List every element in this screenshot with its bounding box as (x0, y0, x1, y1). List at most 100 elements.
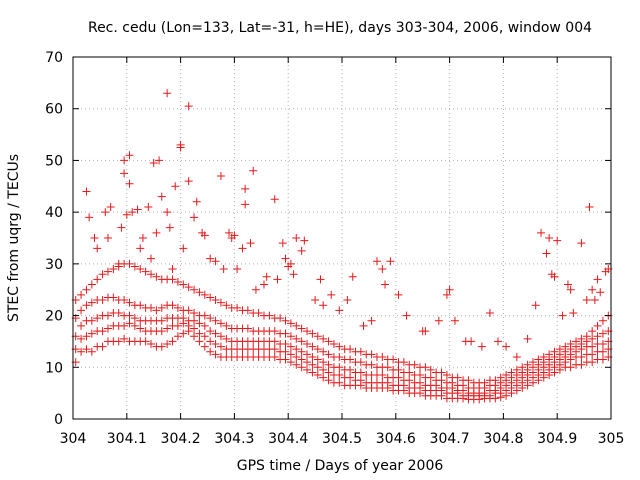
data-point (243, 324, 252, 333)
data-point (308, 329, 317, 338)
data-point (82, 345, 91, 354)
data-point (286, 259, 295, 268)
data-point (378, 265, 387, 274)
data-point (319, 334, 328, 343)
data-point (157, 342, 166, 351)
data-point (270, 327, 279, 336)
data-point (101, 208, 110, 217)
data-point (125, 179, 134, 188)
data-point (241, 200, 250, 209)
data-point (179, 329, 188, 338)
data-point (286, 332, 295, 341)
data-point (85, 213, 94, 222)
data-point (93, 275, 102, 284)
data-point (588, 285, 597, 294)
data-point (157, 192, 166, 201)
data-point (216, 332, 225, 341)
data-point (286, 342, 295, 351)
y-axis-label: STEC from uqrg / TECUs (6, 154, 22, 322)
data-point (383, 363, 392, 372)
data-point (598, 347, 607, 356)
data-point (319, 347, 328, 356)
data-point (335, 342, 344, 351)
data-point (553, 236, 562, 245)
data-point (426, 365, 435, 374)
data-point (106, 202, 115, 211)
data-point (335, 363, 344, 372)
data-point (367, 360, 376, 369)
data-point (356, 347, 365, 356)
data-point (437, 376, 446, 385)
data-point (206, 327, 215, 336)
data-point (219, 265, 228, 274)
data-point (421, 327, 430, 336)
data-point (319, 373, 328, 382)
data-point (211, 316, 220, 325)
data-point (292, 234, 301, 242)
data-point (566, 285, 575, 294)
data-point (416, 371, 425, 380)
data-point (590, 296, 599, 305)
data-point (512, 352, 521, 361)
data-point (114, 259, 123, 268)
data-point (125, 319, 134, 328)
data-point (179, 280, 188, 289)
data-point (313, 363, 322, 372)
data-point (464, 376, 473, 385)
data-point (313, 371, 322, 380)
data-point (346, 373, 355, 382)
data-point (222, 301, 231, 310)
data-point (141, 337, 150, 346)
data-point (157, 303, 166, 312)
data-point (206, 347, 215, 356)
data-point (109, 265, 118, 274)
data-point (77, 347, 86, 356)
data-point (313, 332, 322, 341)
data-point (179, 244, 188, 253)
data-point (206, 337, 215, 346)
data-point (434, 316, 443, 325)
data-point (598, 316, 607, 325)
data-point (195, 337, 204, 346)
x-tick-label: 304.9 (537, 431, 577, 447)
data-point (324, 350, 333, 359)
data-point (324, 337, 333, 346)
data-point (157, 327, 166, 336)
data-point (327, 290, 336, 299)
data-point (281, 347, 290, 356)
data-point (550, 347, 559, 356)
data-point (190, 213, 199, 222)
data-point (216, 298, 225, 307)
data-point (103, 311, 112, 320)
data-point (165, 223, 174, 232)
data-point (120, 334, 129, 343)
data-point (286, 319, 295, 328)
data-point (531, 301, 540, 310)
data-point (324, 368, 333, 377)
data-point (281, 355, 290, 364)
data-point (346, 365, 355, 374)
data-point (598, 355, 607, 364)
data-point (216, 171, 225, 180)
data-point (87, 280, 96, 289)
data-point (558, 311, 567, 320)
data-point (561, 342, 570, 351)
data-point (582, 332, 591, 341)
data-point (402, 311, 411, 320)
data-point (582, 296, 591, 305)
data-point (593, 332, 602, 341)
data-point (394, 290, 403, 299)
data-point (566, 340, 575, 349)
data-point (297, 246, 306, 255)
y-tick-label: 60 (45, 102, 63, 118)
data-point (195, 319, 204, 328)
data-point (303, 358, 312, 367)
data-point (324, 376, 333, 385)
data-point (211, 329, 220, 338)
data-point (346, 345, 355, 354)
data-point (147, 254, 156, 263)
y-tick-label: 10 (45, 360, 63, 376)
data-point (114, 337, 123, 346)
data-point (577, 360, 586, 369)
data-point (300, 236, 309, 245)
